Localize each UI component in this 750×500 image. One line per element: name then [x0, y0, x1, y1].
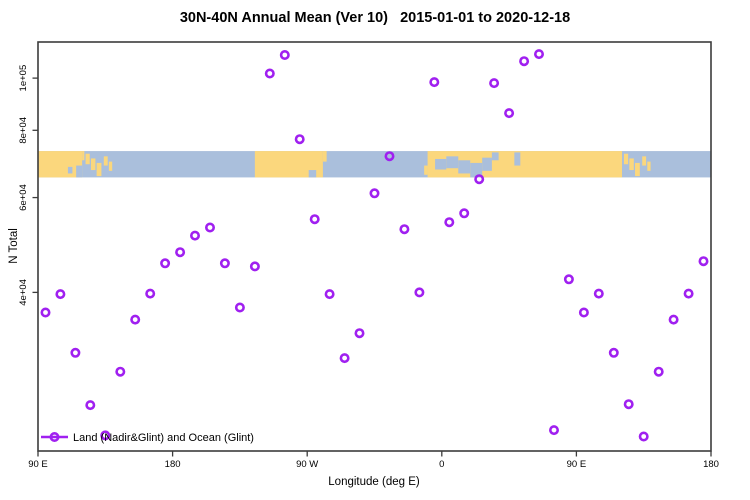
map-island: [424, 165, 428, 175]
map-island: [647, 161, 651, 171]
x-tick-label: 180: [165, 459, 181, 470]
map-island: [96, 162, 102, 177]
data-point: [294, 134, 305, 145]
map-sea: [470, 162, 483, 178]
map-island: [108, 161, 113, 171]
data-point: [190, 230, 201, 241]
data-point: [130, 314, 141, 325]
data-point: [474, 174, 485, 185]
map-land-segment: [38, 151, 83, 178]
data-point: [70, 347, 81, 358]
x-tick-label: 180: [703, 459, 719, 470]
data-point: [40, 307, 51, 318]
legend: Land (Nadir&Glint) and Ocean (Glint): [41, 431, 254, 444]
data-point: [354, 328, 365, 339]
y-tick-label: 6e+04: [18, 184, 29, 211]
plot-border: [37, 41, 712, 452]
data-point: [279, 49, 290, 60]
x-tick-label: 90 W: [296, 459, 318, 470]
map-island: [85, 153, 90, 165]
data-point: [563, 274, 574, 285]
data-point: [638, 431, 649, 442]
data-point: [623, 399, 634, 410]
data-point: [339, 353, 350, 364]
map-island: [635, 162, 640, 177]
data-point: [593, 288, 604, 299]
map-island: [82, 151, 85, 161]
data-point: [698, 256, 709, 267]
map-sea: [308, 170, 317, 178]
data-point: [369, 188, 380, 199]
axis-ticks: 90 E 180 90 W 0 90 E 180 1e+05 8e+04 6e+04 4e+04: [18, 65, 719, 470]
chart-title: 30N-40N Annual Mean (Ver 10) 2015-01-01 …: [179, 10, 571, 26]
data-point: [459, 208, 470, 219]
data-point: [175, 247, 186, 258]
data-point: [145, 288, 156, 299]
map-band: [38, 151, 711, 178]
data-point: [429, 77, 440, 88]
map-sea: [514, 152, 521, 166]
data-point: [100, 430, 111, 441]
map-sea: [76, 165, 83, 178]
y-axis-title: N Total: [8, 228, 20, 264]
data-point: [578, 307, 589, 318]
data-point: [249, 261, 260, 272]
map-island: [629, 158, 634, 171]
data-point: [264, 68, 275, 79]
y-tick-label: 1e+05: [18, 65, 29, 92]
data-point: [504, 108, 515, 119]
data-point: [608, 347, 619, 358]
map-island: [90, 158, 96, 171]
legend-label: Land (Nadir&Glint) and Ocean (Glint): [73, 432, 254, 444]
y-tick-label: 8e+04: [18, 117, 29, 144]
data-point: [324, 289, 335, 300]
data-point: [115, 366, 126, 377]
data-point: [533, 49, 544, 60]
data-point: [444, 217, 455, 228]
legend-marker-icon: [49, 431, 60, 442]
data-point: [519, 56, 530, 67]
data-point: [85, 400, 96, 411]
data-point: [548, 425, 559, 436]
y-tick-label: 4e+04: [18, 279, 29, 306]
map-island: [103, 156, 108, 166]
map-island: [322, 151, 327, 162]
x-tick-label: 90 E: [28, 459, 48, 470]
data-point: [309, 214, 320, 225]
data-point: [668, 314, 679, 325]
data-point: [219, 258, 230, 269]
data-points: [40, 49, 709, 442]
map-island: [623, 153, 629, 165]
map-sea: [491, 152, 499, 161]
map-sea: [435, 158, 447, 170]
x-axis-title: Longitude (deg E): [328, 476, 420, 488]
data-point: [414, 287, 425, 298]
data-point: [653, 366, 664, 377]
map-sea: [458, 160, 471, 174]
data-point: [384, 151, 395, 162]
map-island: [642, 156, 647, 166]
map-sea: [446, 156, 459, 169]
data-point: [683, 288, 694, 299]
data-point: [234, 302, 245, 313]
data-point: [55, 289, 66, 300]
x-tick-label: 90 E: [567, 459, 587, 470]
data-point: [205, 222, 216, 233]
map-sea: [67, 166, 73, 174]
x-tick-label: 0: [439, 459, 444, 470]
data-point: [399, 224, 410, 235]
data-point: [160, 258, 171, 269]
data-point: [489, 78, 500, 89]
map-sea: [482, 157, 492, 171]
